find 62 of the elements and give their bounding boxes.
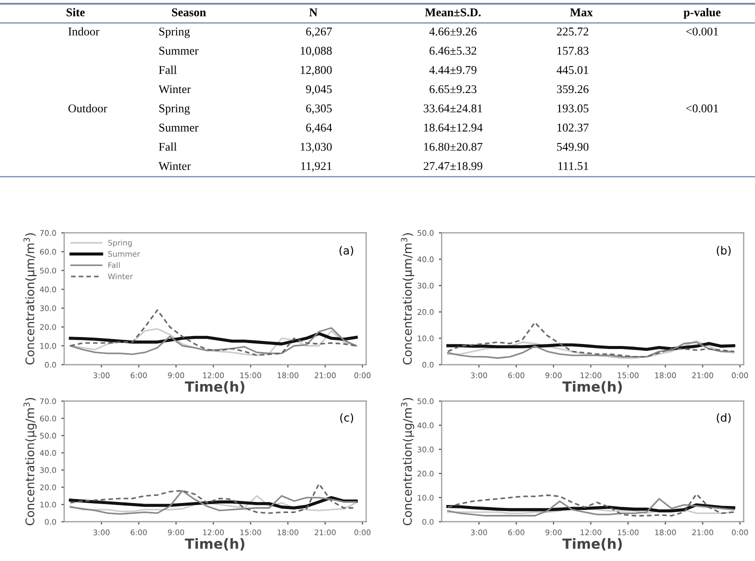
x-axis-title: Time(h) [562,538,622,551]
text: 11,921 [301,162,332,172]
annotation: (d) [716,413,731,424]
text: 13,030 [300,142,332,152]
x-axis-title: Time(h) [562,381,622,394]
annotation: (b) [716,246,731,256]
text: Fall [158,66,177,74]
text: 445.01 [556,66,588,74]
text: 193.05 [557,104,588,112]
line-series [447,493,734,516]
text: 33.64±24.81 [424,104,482,112]
text: 27.47±18.99 [424,162,482,170]
text: Fall [158,142,177,151]
text: 359.26 [557,85,589,94]
y-axis-title: Concentration(μm/m$^{3}$) [24,233,37,365]
x-axis-title: Time(h) [184,538,244,551]
category-label: Max [570,8,593,16]
text: 4.66±9.26 [429,28,477,36]
text: Spring [159,28,190,38]
text: Summer [159,46,198,55]
line-series [447,498,734,516]
text: 6,267 [306,28,332,38]
y-axis-title: Concentration(μg/m$^{3}$) [401,398,414,526]
text: 6.46±5.32 [430,46,476,55]
text: 157.83 [557,46,588,55]
text: 12,800 [300,66,332,76]
line-series [70,495,357,512]
text: Spring [159,104,190,115]
text: 9,045 [306,85,332,95]
category-label: Mean±S.D. [425,8,481,16]
text: 10,088 [300,46,332,56]
text: 6,464 [306,124,332,134]
x-axis-title: Time(h) [184,381,244,394]
category-label: p-value [684,8,721,19]
line-series [68,332,358,346]
line-series [446,503,736,512]
line-series [70,309,357,356]
text: 549.90 [557,142,588,151]
y-axis-title: Concentration(μm/m$^{3}$) [401,233,414,365]
text: Indoor [68,27,100,36]
text: 18.64±12.94 [424,124,483,132]
text: <0.001 [686,28,718,36]
category-label: N [309,8,318,16]
y-axis-title: Concentration(μg/m$^{3}$) [24,398,37,526]
text: 16.80±20.87 [424,142,482,151]
text: 6.65±9.23 [430,85,476,94]
text: Winter [158,85,191,94]
line-series [70,490,357,515]
text: Outdoor [68,104,108,112]
text: 111.51 [558,162,588,170]
category-label: Site [66,8,85,16]
text: 102.37 [557,124,589,132]
annotation: (a) [340,246,354,256]
line-series [447,322,734,358]
text: Winter [158,162,191,170]
text: Summer [159,124,198,132]
annotation: (c) [340,413,354,424]
text: <0.001 [686,104,718,112]
text: 6,305 [306,104,332,114]
text: 225.72 [556,28,588,36]
text: 4.44±9.79 [429,66,476,74]
category-label: Season [172,8,206,16]
